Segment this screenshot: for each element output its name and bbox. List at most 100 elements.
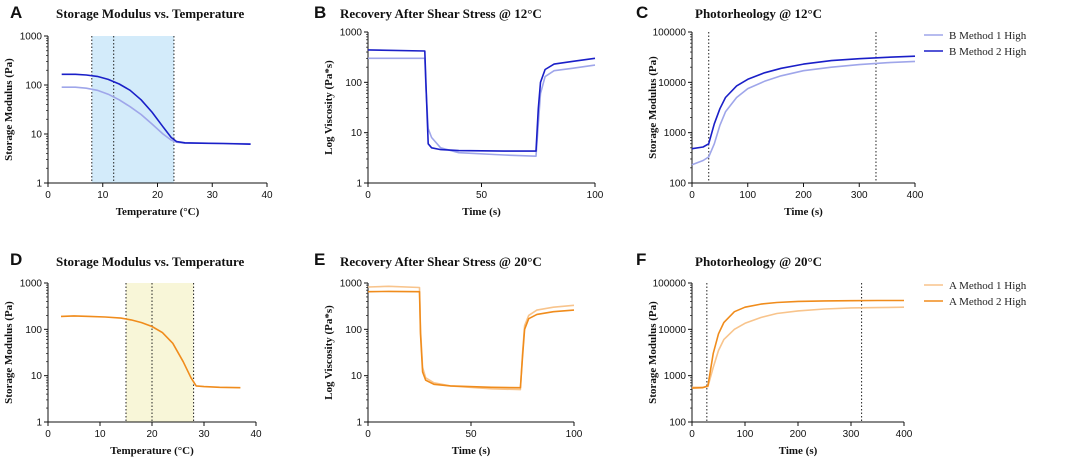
- panel-b-x-tick-label-0: 0: [365, 190, 371, 201]
- panel-b-x-tick-label-50: 50: [476, 190, 488, 201]
- panel-f-series-a-method-2-high: [691, 299, 904, 389]
- panel-c-x-tick-label-0: 0: [689, 190, 695, 201]
- panel-a-x-tick-label-20: 20: [152, 190, 164, 201]
- panel-c-panel-letter: C: [636, 3, 648, 22]
- panel-f-panel-letter: F: [636, 250, 646, 269]
- panel-b-y-tick-label-10: 10: [351, 128, 363, 139]
- panel-f-y-tick-label-1000: 1000: [664, 371, 687, 382]
- panel-f-y-tick-label-100: 100: [669, 418, 686, 429]
- panel-c-series-b-method-1-high: [691, 60, 916, 166]
- panel-a-x-tick-label-0: 0: [45, 190, 51, 201]
- panel-d-x-tick-label-10: 10: [94, 429, 106, 440]
- panel-a-y-tick-label-1: 1: [36, 179, 42, 190]
- panel-f-y-tick-label-10000: 10000: [658, 325, 686, 336]
- panel-a-title: Storage Modulus vs. Temperature: [56, 6, 244, 21]
- panel-e-y-axis-label: Log Viscosity (Pa*s): [323, 305, 335, 400]
- panel-d-y-tick-label-1: 1: [36, 418, 42, 429]
- panel-d-y-tick-label-100: 100: [25, 325, 42, 336]
- panel-e-title: Recovery After Shear Stress @ 20°C: [340, 254, 542, 269]
- panel-e-panel-letter: E: [314, 250, 325, 269]
- panel-c-y-tick-label-10000: 10000: [658, 78, 686, 89]
- panel-d-x-tick-label-40: 40: [250, 429, 262, 440]
- panel-a-y-tick-label-10: 10: [31, 130, 43, 141]
- panel-a-series-b-method-2-high: [61, 73, 251, 145]
- panel-f: 0 100 200 300 400100100010000100000Photorheo…: [636, 250, 913, 457]
- legend-bottom: A Method 1 High A Method 2 High: [924, 280, 1027, 308]
- panel-f-minor-ticks: [690, 284, 692, 409]
- panel-c-x-tick-label-100: 100: [739, 190, 756, 201]
- panel-d-y-tick-label-1000: 1000: [20, 279, 43, 290]
- panel-c-y-tick-label-1000: 1000: [664, 128, 687, 139]
- panel-b: 0 50 100 1 10 100 1000 Recovery After Shear Str…: [314, 3, 604, 218]
- panel-e-x-tick-label-0: 0: [365, 429, 371, 440]
- panel-b-minor-ticks: [366, 33, 368, 169]
- panel-f-x-tick-label-0: 0: [689, 429, 695, 440]
- panel-e-y-tick-label-1: 1: [356, 418, 362, 429]
- panel-f-x-tick-label-200: 200: [790, 429, 807, 440]
- panel-b-title: Recovery After Shear Stress @ 12°C: [340, 6, 542, 21]
- panel-c-minor-ticks: [690, 33, 692, 169]
- panel-d-x-axis-label: Temperature (°C): [110, 445, 194, 457]
- panel-d-minor-ticks: [46, 284, 48, 409]
- panel-e-series-a-method-1-high: [367, 285, 575, 391]
- panel-b-y-axis-label: Log Viscosity (Pa*s): [323, 60, 335, 155]
- legend-bottom-label-2: A Method 2 High: [949, 296, 1027, 308]
- panel-e-y-tick-label-10: 10: [351, 371, 363, 382]
- panel-c-x-tick-label-400: 400: [907, 190, 924, 201]
- panel-c-y-tick-label-100000: 100000: [653, 28, 687, 39]
- panel-c-series-b-method-2-high: [691, 55, 916, 150]
- panel-f-x-tick-label-300: 300: [843, 429, 860, 440]
- panel-f-x-axis-label: Time (s): [779, 445, 818, 457]
- legend-top-label-2: B Method 2 High: [949, 46, 1027, 58]
- panel-c-y-axis-label: Storage Modulus (Pa): [647, 56, 659, 159]
- panel-c-title: Photorheology @ 12°C: [695, 6, 822, 21]
- panel-e-series-a-method-2-high: [367, 290, 575, 389]
- panel-c-x-axis-label: Time (s): [784, 206, 823, 218]
- panel-a-x-tick-label-10: 10: [97, 190, 109, 201]
- panel-a-minor-ticks: [46, 37, 48, 169]
- panel-a-panel-letter: A: [10, 3, 22, 22]
- panel-a-y-axis-label: Storage Modulus (Pa): [3, 58, 15, 161]
- panel-b-y-tick-label-100: 100: [345, 78, 362, 89]
- panel-f-y-tick-label-100000: 100000: [653, 279, 687, 290]
- panel-b-x-tick-label-100: 100: [587, 190, 604, 201]
- panel-a-x-tick-label-30: 30: [207, 190, 219, 201]
- panel-d-x-tick-label-30: 30: [198, 429, 210, 440]
- panel-f-x-tick-label-100: 100: [737, 429, 754, 440]
- panel-e-x-tick-label-100: 100: [566, 429, 583, 440]
- panel-d: 0 10 20 30 40 1 10 100 1000 Storage Modulus vs. T…: [3, 250, 262, 457]
- panel-b-x-axis-label: Time (s): [462, 206, 501, 218]
- panel-c-y-tick-label-100: 100: [669, 179, 686, 190]
- panel-d-series-a-method-2-high: [60, 315, 241, 389]
- legend-top: B Method 1 High B Method 2 High: [924, 30, 1027, 58]
- panel-c: 0 100 200 300 400100100010000100000Photorheo…: [636, 3, 924, 218]
- panel-d-panel-letter: D: [10, 250, 22, 269]
- panel-d-title: Storage Modulus vs. Temperature: [56, 254, 244, 269]
- panel-e-y-tick-label-100: 100: [345, 325, 362, 336]
- panel-d-y-tick-label-10: 10: [31, 371, 43, 382]
- panel-a-y-tick-label-100: 100: [25, 81, 42, 92]
- panel-e-y-tick-label-1000: 1000: [340, 279, 363, 290]
- panel-b-series-b-method-1-high: [368, 57, 596, 157]
- panel-f-y-axis-label: Storage Modulus (Pa): [647, 301, 659, 404]
- panel-d-x-tick-label-20: 20: [146, 429, 158, 440]
- panel-a-x-tick-label-40: 40: [261, 190, 273, 201]
- panel-b-y-tick-label-1000: 1000: [340, 28, 363, 39]
- panel-b-panel-letter: B: [314, 3, 326, 22]
- panel-e-x-tick-label-50: 50: [465, 429, 477, 440]
- panel-c-x-tick-label-300: 300: [851, 190, 868, 201]
- panel-d-x-tick-label-0: 0: [45, 429, 51, 440]
- panel-a-y-tick-label-1000: 1000: [20, 32, 43, 43]
- panel-e: 0 50 100 1 10 100 1000 Recovery After Shear Str…: [314, 250, 583, 457]
- panel-b-series-b-method-2-high: [367, 49, 596, 152]
- panel-e-minor-ticks: [366, 284, 368, 409]
- panel-f-series-a-method-1-high: [692, 306, 905, 389]
- panel-e-x-axis-label: Time (s): [452, 445, 491, 457]
- panel-f-x-tick-label-400: 400: [896, 429, 913, 440]
- panel-f-title: Photorheology @ 20°C: [695, 254, 822, 269]
- panel-d-shaded-band: [126, 283, 194, 422]
- panel-a: 0 10 20 30 40 1 10 100 1000 Storage Modulus vs. T…: [3, 3, 273, 218]
- panel-a-x-axis-label: Temperature (°C): [116, 206, 200, 218]
- legend-top-label-1: B Method 1 High: [949, 30, 1027, 42]
